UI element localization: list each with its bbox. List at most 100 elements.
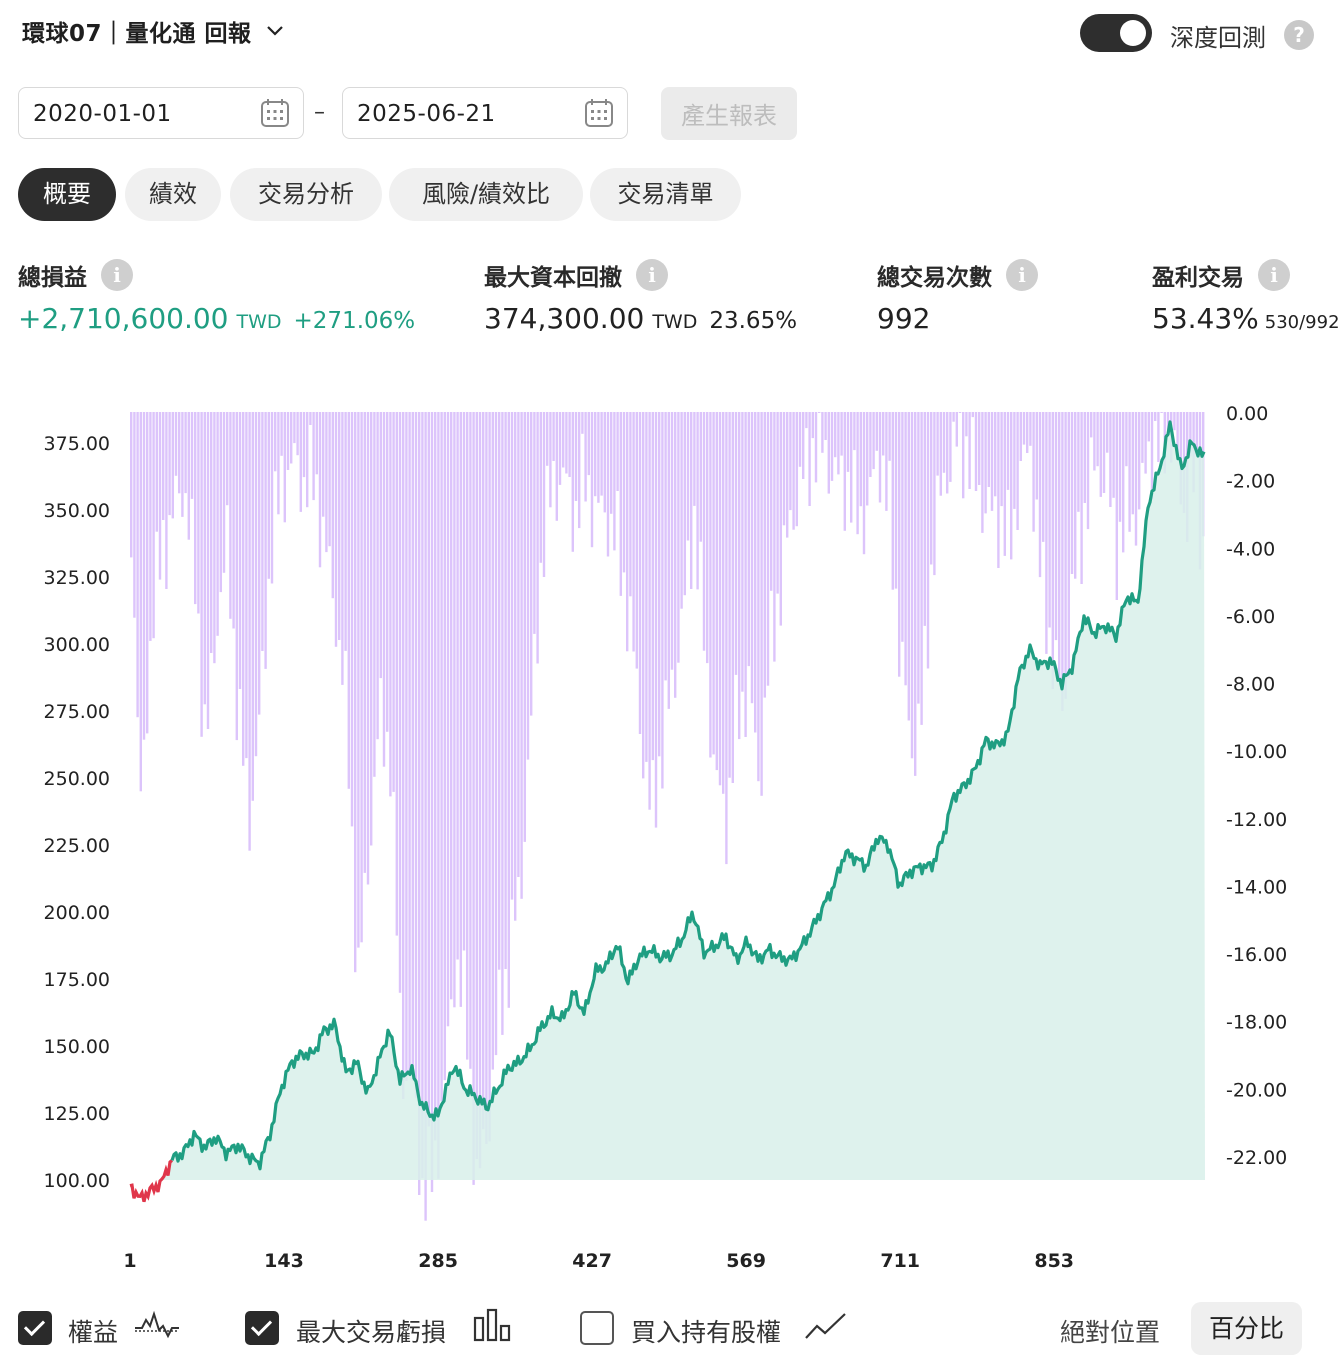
drawdown-bar bbox=[821, 412, 824, 453]
start-date-field[interactable] bbox=[18, 87, 304, 139]
drawdown-bar bbox=[763, 412, 766, 698]
tab-performance[interactable]: 績效 bbox=[125, 168, 221, 221]
drawdown-bar bbox=[542, 412, 546, 577]
calendar-icon[interactable] bbox=[583, 97, 615, 129]
percent-toggle-button[interactable]: 百分比 bbox=[1191, 1302, 1302, 1355]
right-tick-label: -14.00 bbox=[1226, 877, 1287, 899]
drawdown-bar bbox=[568, 412, 571, 477]
max-trade-loss-checkbox[interactable] bbox=[245, 1311, 279, 1345]
info-icon[interactable]: i bbox=[1258, 259, 1290, 291]
drawdown-bar bbox=[1016, 412, 1019, 530]
drawdown-bar bbox=[405, 412, 408, 1081]
drawdown-bar bbox=[190, 412, 194, 499]
drawdown-bar bbox=[997, 412, 1000, 568]
tab-trade-analysis[interactable]: 交易分析 bbox=[230, 168, 382, 221]
right-tick-label: -20.00 bbox=[1226, 1079, 1287, 1101]
drawdown-bar bbox=[597, 412, 600, 503]
tab-overview[interactable]: 概要 bbox=[18, 168, 116, 221]
drawdown-bar bbox=[1160, 412, 1163, 413]
profitable-trades-label-group: 盈利交易 i bbox=[1152, 258, 1290, 292]
end-date-field[interactable] bbox=[342, 87, 628, 139]
drawdown-bar bbox=[984, 412, 987, 514]
buy-hold-legend-label: 買入持有股權 bbox=[631, 1318, 782, 1347]
drawdown-bar bbox=[418, 412, 421, 1195]
left-tick-label: 225.00 bbox=[44, 835, 110, 857]
drawdown-bar bbox=[290, 412, 293, 464]
info-icon[interactable]: i bbox=[636, 259, 668, 291]
drawdown-bar bbox=[837, 412, 840, 475]
right-tick-label: -18.00 bbox=[1226, 1012, 1287, 1034]
drawdown-bar bbox=[354, 412, 357, 973]
buy-hold-checkbox[interactable] bbox=[580, 1311, 614, 1345]
calendar-icon[interactable] bbox=[259, 97, 291, 129]
absolute-position-toggle[interactable]: 絕對位置 bbox=[1060, 1318, 1161, 1347]
end-date-input[interactable] bbox=[355, 98, 569, 130]
drawdown-bar bbox=[165, 412, 168, 589]
drawdown-bar bbox=[587, 412, 590, 476]
drawdown-bars bbox=[130, 412, 1205, 1221]
drawdown-bar bbox=[920, 412, 923, 725]
drawdown-bar bbox=[907, 412, 910, 721]
help-icon[interactable]: ? bbox=[1284, 20, 1314, 50]
max-drawdown-pct: 23.65% bbox=[709, 308, 798, 334]
drawdown-bar bbox=[1189, 412, 1192, 457]
toggle-knob bbox=[1120, 20, 1146, 46]
drawdown-bar bbox=[686, 412, 690, 541]
drawdown-bar bbox=[536, 412, 539, 664]
drawdown-bar bbox=[558, 412, 562, 485]
drawdown-bar bbox=[722, 412, 725, 794]
drawdown-bar bbox=[795, 412, 798, 527]
drawdown-bar bbox=[1147, 412, 1150, 442]
drawdown-bar bbox=[1118, 412, 1122, 522]
drawdown-bar bbox=[594, 412, 597, 497]
generate-report-button[interactable]: 產生報表 bbox=[661, 87, 797, 140]
drawdown-bar bbox=[786, 412, 789, 538]
drawdown-bar bbox=[853, 412, 856, 451]
drawdown-bar bbox=[216, 412, 219, 636]
tab-trade-list[interactable]: 交易清單 bbox=[590, 168, 741, 221]
drawdown-bar bbox=[779, 412, 782, 626]
drawdown-bar bbox=[456, 412, 459, 960]
drawdown-bar bbox=[146, 412, 149, 734]
strategy-title-dropdown[interactable]: 環球07｜量化通 回報 bbox=[22, 14, 284, 48]
bar-chart-icon bbox=[473, 1308, 511, 1342]
left-tick-label: 150.00 bbox=[44, 1036, 110, 1058]
drawdown-bar bbox=[1051, 412, 1054, 690]
equity-checkbox[interactable] bbox=[18, 1311, 52, 1345]
drawdown-bar bbox=[706, 412, 709, 664]
drawdown-bar bbox=[274, 412, 277, 472]
drawdown-bar bbox=[616, 412, 619, 491]
info-icon[interactable]: i bbox=[1006, 259, 1038, 291]
drawdown-bar bbox=[885, 412, 888, 511]
drawdown-bar bbox=[926, 412, 930, 669]
tab-risk-ratio[interactable]: 風險/績效比 bbox=[389, 168, 583, 221]
drawdown-bar bbox=[1144, 412, 1147, 474]
drawdown-bar bbox=[632, 412, 635, 652]
drawdown-bar bbox=[882, 412, 885, 456]
deep-backtest-toggle[interactable] bbox=[1080, 14, 1152, 52]
drawdown-bar bbox=[408, 412, 411, 1074]
drawdown-bar bbox=[994, 412, 997, 497]
drawdown-bar bbox=[958, 412, 962, 413]
drawdown-bar bbox=[811, 412, 814, 439]
drawdown-bar bbox=[946, 412, 949, 494]
drawdown-bar bbox=[142, 412, 146, 740]
drawdown-bar bbox=[901, 412, 904, 642]
drawdown-bar bbox=[1166, 412, 1170, 434]
drawdown-bar bbox=[661, 412, 664, 789]
equity-drawdown-chart[interactable]: 375.00 350.00 325.00 300.00 275.00 250.00 225.… bbox=[0, 380, 1341, 1290]
drawdown-bar bbox=[168, 412, 171, 516]
drawdown-bar bbox=[782, 412, 786, 526]
drawdown-bar bbox=[747, 412, 750, 667]
info-icon[interactable]: i bbox=[101, 259, 133, 291]
x-axis: 1 143 285 427 569 711 853 bbox=[123, 1250, 1074, 1272]
drawdown-bar bbox=[904, 412, 907, 686]
profitable-trades-label: 盈利交易 bbox=[1152, 265, 1244, 291]
left-tick-label: 100.00 bbox=[44, 1170, 110, 1192]
drawdown-bar bbox=[862, 412, 866, 555]
start-date-input[interactable] bbox=[31, 98, 245, 130]
profitable-trades-value: 53.43% bbox=[1152, 302, 1259, 335]
right-tick-label: -4.00 bbox=[1226, 538, 1275, 560]
total-trades-label-group: 總交易次數 i bbox=[877, 258, 1038, 292]
drawdown-bar bbox=[1096, 412, 1099, 467]
